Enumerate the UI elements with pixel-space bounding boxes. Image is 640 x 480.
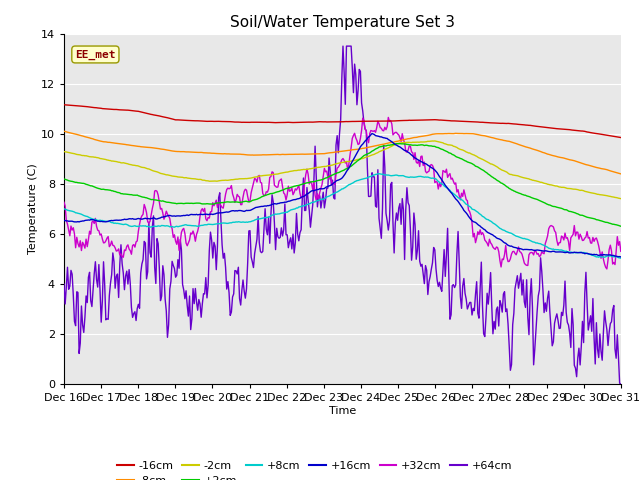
- X-axis label: Time: Time: [329, 406, 356, 416]
- Y-axis label: Temperature (C): Temperature (C): [28, 163, 38, 254]
- Title: Soil/Water Temperature Set 3: Soil/Water Temperature Set 3: [230, 15, 455, 30]
- Legend: -16cm, -8cm, -2cm, +2cm, +8cm, +16cm, +32cm, +64cm: -16cm, -8cm, -2cm, +2cm, +8cm, +16cm, +3…: [113, 456, 516, 480]
- Text: EE_met: EE_met: [75, 49, 116, 60]
